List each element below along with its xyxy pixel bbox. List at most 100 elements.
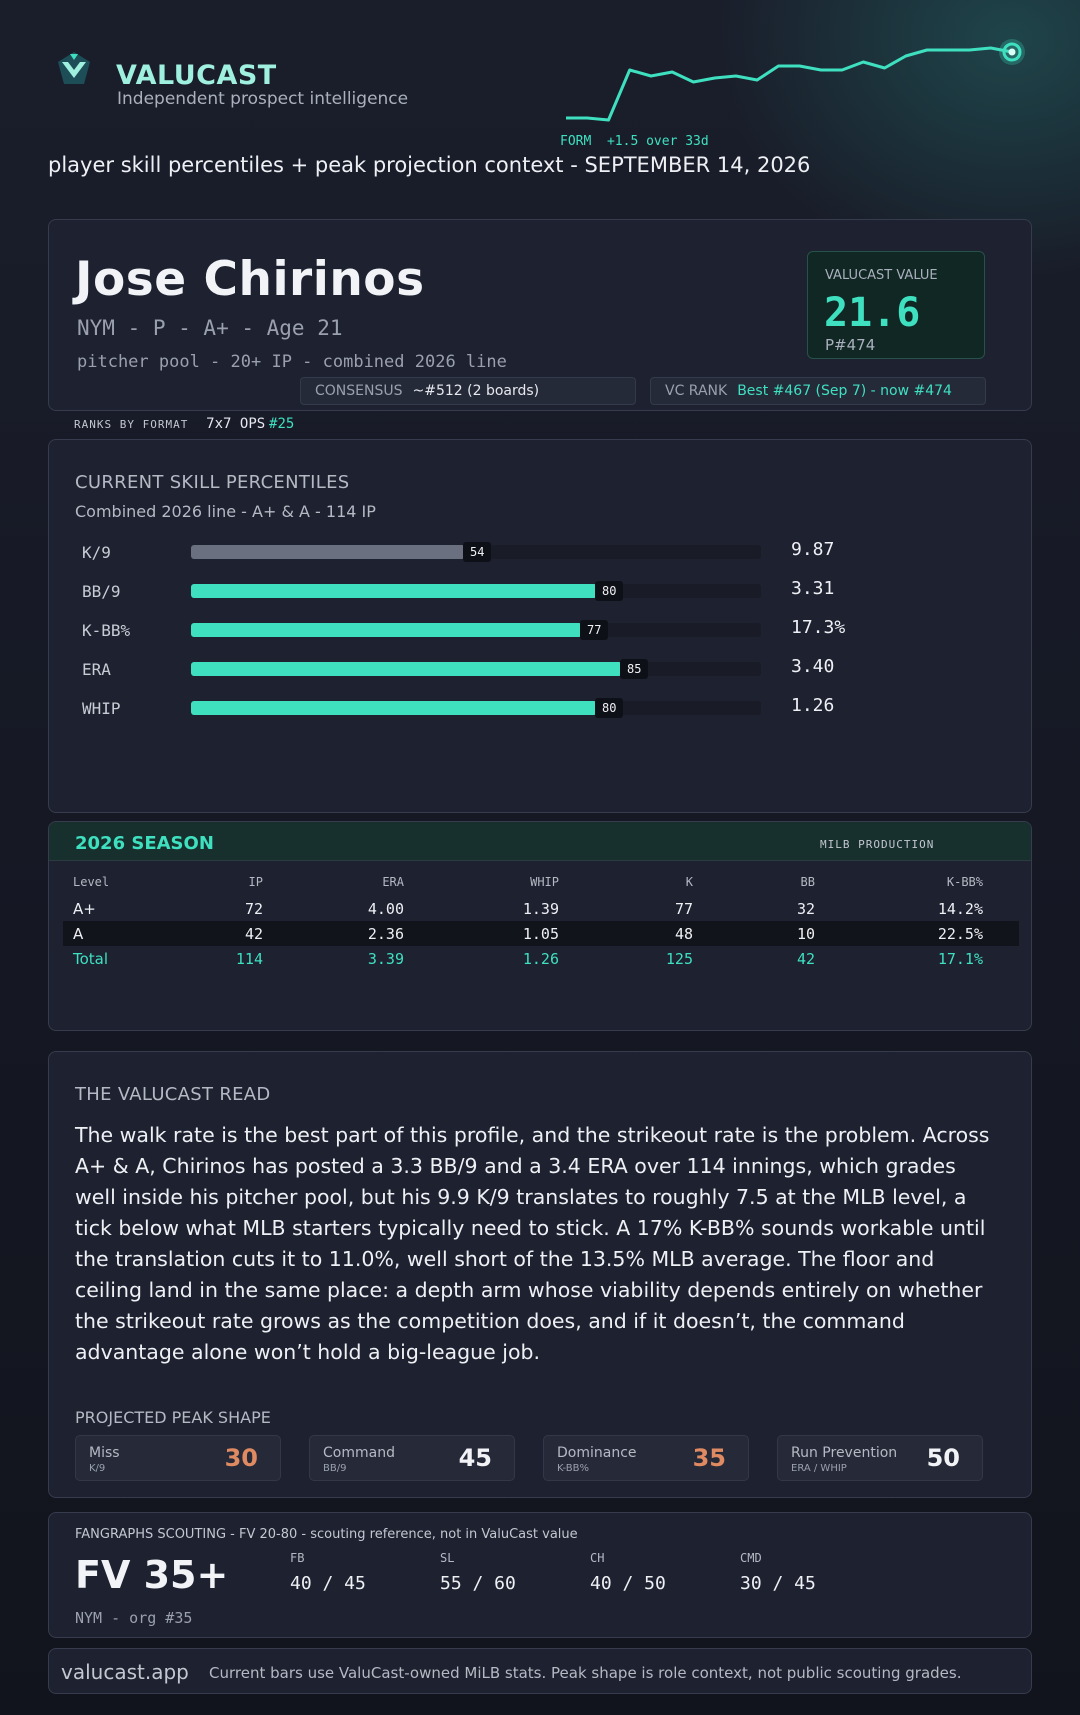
skill-percentile-badge: 77 xyxy=(580,620,609,640)
scouting-tool: SL 55 / 60 xyxy=(440,1551,516,1594)
peak-shape-score: 50 xyxy=(926,1444,960,1472)
footer-site-link[interactable]: valucast.app xyxy=(61,1660,189,1684)
skill-bar-fill xyxy=(191,662,622,676)
vc-rank-label: VC RANK xyxy=(665,383,728,399)
read-title: THE VALUCAST READ xyxy=(75,1084,271,1105)
skill-row: BB/9 80 3.31 xyxy=(49,576,1033,606)
ranks-label: RANKS BY FORMAT xyxy=(74,418,189,431)
skill-row: WHIP 80 1.26 xyxy=(49,693,1033,723)
peak-shape-score: 35 xyxy=(692,1444,726,1472)
fangraphs-label: FANGRAPHS SCOUTING - FV 20-80 - scouting… xyxy=(75,1527,578,1542)
season-header-cell: Level xyxy=(73,875,110,889)
footer: valucast.app Current bars use ValuCast-o… xyxy=(48,1648,1032,1694)
form-label-text: FORM xyxy=(560,134,592,149)
season-header: 2026 SEASON MILB PRODUCTION xyxy=(49,822,1031,861)
peak-shape-metric: ERA / WHIP xyxy=(791,1463,847,1474)
season-tag: MILB PRODUCTION xyxy=(820,838,935,851)
peak-shape-metric: K/9 xyxy=(89,1463,106,1474)
form-current-marker xyxy=(1002,42,1022,62)
season-cell: 2.36 xyxy=(367,925,404,943)
season-cell: A+ xyxy=(73,900,96,918)
ranks-value: #25 xyxy=(269,416,295,432)
season-cell: 1.05 xyxy=(522,925,559,943)
read-text: The walk rate is the best part of this p… xyxy=(75,1123,990,1364)
scouting-tool-grade: 40 / 45 xyxy=(290,1573,366,1594)
peak-shape-score: 30 xyxy=(224,1444,258,1472)
valucast-value-box: VALUCAST VALUE 21.6 P#474 xyxy=(807,251,985,359)
valucast-logo-icon xyxy=(58,52,90,84)
season-title: 2026 SEASON xyxy=(75,833,214,854)
peak-shape-box: Command BB/9 45 xyxy=(309,1435,515,1481)
peak-shape-name: Run Prevention xyxy=(791,1445,898,1461)
skill-value: 3.31 xyxy=(791,578,835,599)
season-header-cell: WHIP xyxy=(530,875,559,889)
ranks-format: 7x7 OPS xyxy=(206,416,266,432)
season-cell: 1.26 xyxy=(522,950,559,968)
scouting-tool-name: CH xyxy=(590,1551,605,1565)
scouting-tool: CMD 30 / 45 xyxy=(740,1551,816,1594)
skill-name: WHIP xyxy=(82,699,121,718)
skill-row: K/9 54 9.87 xyxy=(49,537,1033,567)
brand-tagline: Independent prospect intelligence xyxy=(117,89,409,109)
vc-rank-value: Best #467 (Sep 7) - now #474 xyxy=(737,383,952,399)
scouting-tool-name: FB xyxy=(290,1551,305,1565)
season-cell: 48 xyxy=(674,925,693,943)
scouting-tool-name: SL xyxy=(440,1551,455,1565)
season-cell: 3.39 xyxy=(367,950,404,968)
vc-rank-pill: VC RANK Best #467 (Sep 7) - now #474 xyxy=(650,377,986,405)
skill-bar-track: 80 xyxy=(191,581,761,601)
consensus-label: CONSENSUS xyxy=(315,383,403,399)
skill-percentile-badge: 80 xyxy=(595,698,624,718)
brand-name: VALUCAST xyxy=(116,60,277,91)
skill-value: 17.3% xyxy=(791,617,846,638)
skill-percentile-badge: 85 xyxy=(620,659,649,679)
skill-name: K-BB% xyxy=(82,621,131,640)
skill-percentile-badge: 80 xyxy=(595,581,624,601)
season-row: A+ 72 4.00 1.39 77 32 14.2% xyxy=(63,896,1019,921)
player-card: Jose Chirinos NYM - P - A+ - Age 21 pitc… xyxy=(48,219,1032,411)
skill-bar-fill xyxy=(191,623,582,637)
skill-bar-fill xyxy=(191,545,465,559)
fangraphs-card: FANGRAPHS SCOUTING - FV 20-80 - scouting… xyxy=(48,1512,1032,1638)
value-label: VALUCAST VALUE xyxy=(825,268,938,283)
skill-name: K/9 xyxy=(82,543,111,562)
value-number: 21.6 xyxy=(824,290,921,336)
season-cell: 4.00 xyxy=(367,900,404,918)
fangraphs-fv: FV 35+ xyxy=(75,1553,229,1597)
skill-row: ERA 85 3.40 xyxy=(49,654,1033,684)
skill-value: 3.40 xyxy=(791,656,835,677)
valucast-read-card: THE VALUCAST READ The walk rate is the b… xyxy=(48,1051,1032,1498)
skill-percentiles-card: CURRENT SKILL PERCENTILES Combined 2026 … xyxy=(48,439,1032,813)
peak-shape-title: PROJECTED PEAK SHAPE xyxy=(75,1408,271,1427)
season-cell: 42 xyxy=(796,950,815,968)
scouting-tool-grade: 55 / 60 xyxy=(440,1573,516,1594)
consensus-pill: CONSENSUS ~#512 (2 boards) xyxy=(300,377,636,405)
season-cell: 22.5% xyxy=(937,925,983,943)
percentiles-title: CURRENT SKILL PERCENTILES xyxy=(75,472,350,493)
season-cell: 114 xyxy=(235,950,263,968)
season-cell: 32 xyxy=(796,900,815,918)
season-card: 2026 SEASON MILB PRODUCTION Level IP ERA WH… xyxy=(48,821,1032,1031)
peak-shape-metric: K-BB% xyxy=(557,1463,589,1474)
season-cell: 72 xyxy=(244,900,263,918)
skill-bar-track: 80 xyxy=(191,698,761,718)
page-subtitle: player skill percentiles + peak projecti… xyxy=(48,153,811,177)
skill-bar-track: 54 xyxy=(191,542,761,562)
season-cell: 1.39 xyxy=(522,900,559,918)
peak-shape-score: 45 xyxy=(458,1444,492,1472)
scouting-tool-grade: 30 / 45 xyxy=(740,1573,816,1594)
form-trend-chart xyxy=(566,39,1025,122)
skill-bar-fill xyxy=(191,584,597,598)
season-cell: 42 xyxy=(244,925,263,943)
season-cell: 17.1% xyxy=(937,950,983,968)
peak-shape-box: Dominance K-BB% 35 xyxy=(543,1435,749,1481)
fangraphs-org: NYM - org #35 xyxy=(75,1609,193,1627)
percentiles-subtitle: Combined 2026 line - A+ & A - 114 IP xyxy=(75,502,376,521)
skill-value: 1.26 xyxy=(791,695,835,716)
scouting-tool-name: CMD xyxy=(740,1551,762,1565)
season-header-cell: ERA xyxy=(382,875,404,889)
season-cell: 10 xyxy=(796,925,815,943)
peak-shape-name: Dominance xyxy=(557,1445,637,1461)
peak-shape-name: Command xyxy=(323,1445,395,1461)
skill-name: BB/9 xyxy=(82,582,121,601)
